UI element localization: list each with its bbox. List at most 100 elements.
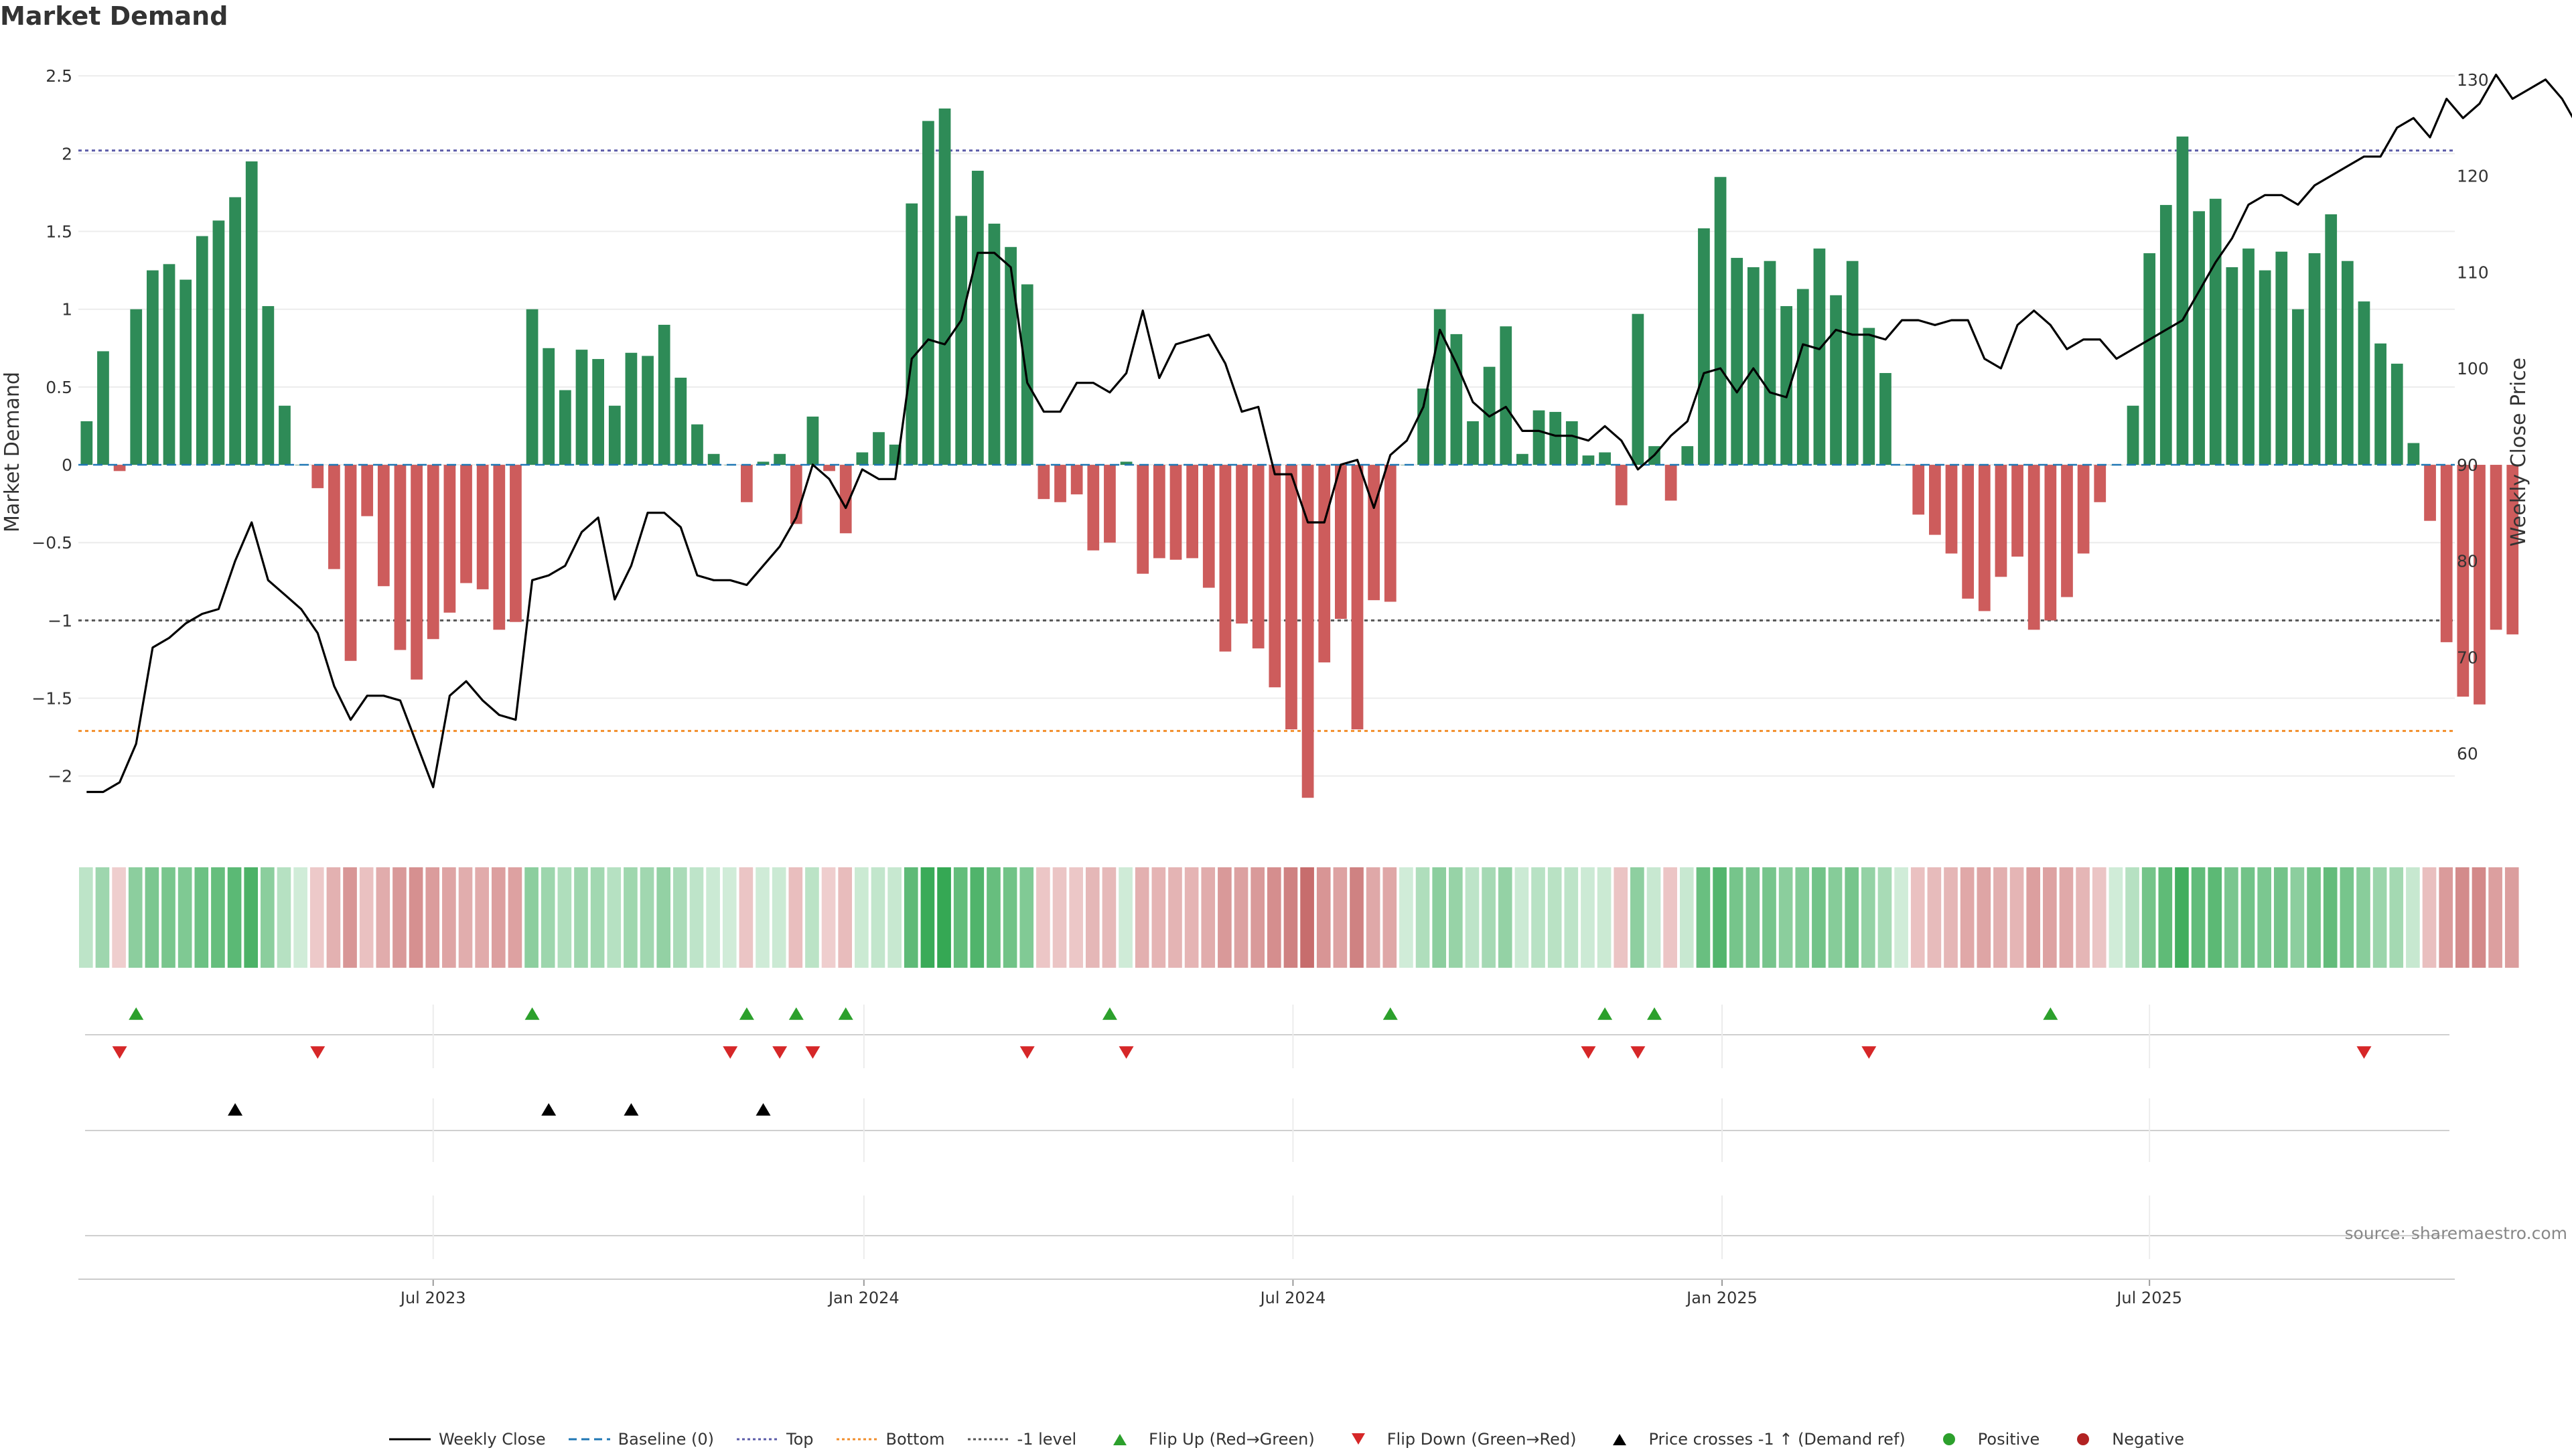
y-tick-label: 2 bbox=[62, 144, 72, 163]
demand-bar bbox=[180, 279, 192, 465]
heat-cell bbox=[2240, 867, 2255, 968]
y-axis-right: 60 70 80 90 100 110 120 130 Weekly Close Price bbox=[2457, 70, 2530, 763]
demand-bar bbox=[2209, 198, 2222, 465]
heat-cell bbox=[871, 867, 885, 968]
flip-up-marker bbox=[129, 1007, 144, 1020]
triangle-up-icon bbox=[1597, 1433, 1642, 1446]
flip-up-marker bbox=[838, 1007, 853, 1020]
heat-cell bbox=[409, 867, 423, 968]
dashed-line-icon bbox=[567, 1433, 612, 1446]
demand-bar bbox=[839, 465, 852, 534]
demand-bar bbox=[212, 220, 225, 465]
legend-label: Weekly Close bbox=[438, 1430, 546, 1449]
demand-bar bbox=[1384, 465, 1397, 602]
demand-bar bbox=[2506, 465, 2519, 635]
heat-cell bbox=[1465, 867, 1480, 968]
demand-bar bbox=[1285, 465, 1297, 729]
legend-label: Negative bbox=[2112, 1430, 2185, 1449]
flip-up-marker bbox=[1597, 1007, 1613, 1020]
heat-cell bbox=[953, 867, 968, 968]
heat-cell bbox=[1333, 867, 1348, 968]
demand-bar bbox=[443, 465, 456, 613]
demand-bar bbox=[1664, 465, 1677, 501]
heat-cell bbox=[491, 867, 506, 968]
demand-bar bbox=[1038, 465, 1050, 500]
heat-cell bbox=[855, 867, 869, 968]
demand-bar bbox=[1368, 465, 1380, 601]
demand-bar bbox=[1796, 289, 1809, 465]
demand-bar bbox=[2407, 443, 2420, 465]
heat-cell bbox=[904, 867, 918, 968]
heat-cell bbox=[1135, 867, 1149, 968]
demand-bar bbox=[2424, 465, 2436, 521]
demand-bar bbox=[1219, 465, 1232, 652]
heat-cell bbox=[1482, 867, 1496, 968]
heat-cell bbox=[1944, 867, 1958, 968]
heat-cell bbox=[1036, 867, 1050, 968]
heat-cell bbox=[1382, 867, 1397, 968]
heat-cell bbox=[838, 867, 853, 968]
legend-item-weekly_close: Weekly Close bbox=[388, 1430, 546, 1449]
heat-cell bbox=[1498, 867, 1512, 968]
heat-cell bbox=[2439, 867, 2453, 968]
flip-up-marker bbox=[524, 1007, 540, 1020]
legend-item-baseline: Baseline (0) bbox=[567, 1430, 714, 1449]
heat-cell bbox=[359, 867, 374, 968]
heat-cell bbox=[607, 867, 622, 968]
y-tick-label: −1.5 bbox=[31, 689, 72, 709]
demand-bar bbox=[1565, 421, 1578, 465]
x-tick-label: Jan 2024 bbox=[827, 1289, 900, 1307]
heat-cell bbox=[1184, 867, 1199, 968]
dotted-line-icon bbox=[967, 1433, 1011, 1446]
demand-bar bbox=[80, 421, 93, 465]
y-tick-label: 0 bbox=[62, 455, 72, 475]
heat-cell bbox=[1234, 867, 1248, 968]
demand-bar bbox=[2457, 465, 2470, 697]
demand-bar bbox=[1301, 465, 1314, 798]
dotted-line-icon bbox=[835, 1433, 879, 1446]
demand-bar bbox=[510, 465, 522, 622]
legend-label: Price crosses -1 ↑ (Demand ref) bbox=[1648, 1430, 1906, 1449]
heat-cell bbox=[1564, 867, 1579, 968]
x-tick-label: Jan 2025 bbox=[1685, 1289, 1758, 1307]
demand-bar bbox=[1978, 465, 1991, 611]
demand-bar bbox=[1714, 177, 1727, 465]
demand-bar bbox=[229, 197, 241, 465]
heat-cell bbox=[1168, 867, 1182, 968]
heat-cell bbox=[541, 867, 555, 968]
flip-down-marker bbox=[2356, 1046, 2372, 1059]
legend-item-flip_up: Flip Up (Red→Green) bbox=[1098, 1430, 1315, 1449]
demand-bar bbox=[394, 465, 407, 650]
heat-cell bbox=[261, 867, 275, 968]
demand-bar bbox=[163, 264, 175, 465]
heat-cell bbox=[458, 867, 473, 968]
demand-bar bbox=[559, 390, 571, 465]
heat-cell bbox=[161, 867, 175, 968]
price-cross-marker bbox=[541, 1103, 557, 1116]
heat-cell bbox=[1251, 867, 1265, 968]
heat-cell bbox=[2488, 867, 2502, 968]
demand-bar bbox=[344, 465, 357, 661]
demand-bar bbox=[2094, 465, 2106, 502]
y-tick-label: −2 bbox=[48, 767, 72, 786]
heat-cell bbox=[1663, 867, 1677, 968]
heat-cell bbox=[244, 867, 259, 968]
demand-bar bbox=[427, 465, 439, 640]
demand-bar bbox=[2358, 301, 2370, 465]
heat-cell bbox=[442, 867, 456, 968]
demand-bar bbox=[1087, 465, 1100, 551]
heat-cell bbox=[1399, 867, 1413, 968]
heat-cell bbox=[590, 867, 605, 968]
demand-bar bbox=[196, 236, 208, 465]
demand-bar bbox=[1995, 465, 2007, 577]
heat-cell bbox=[508, 867, 522, 968]
demand-bars bbox=[78, 108, 2519, 798]
heat-cell bbox=[1745, 867, 1760, 968]
legend-label: Bottom bbox=[885, 1430, 945, 1449]
y-tick-label: −0.5 bbox=[31, 533, 72, 553]
heat-cell bbox=[1102, 867, 1117, 968]
x-axis: Jul 2023 Jan 2024 Jul 2024 Jan 2025 Jul 2025 bbox=[78, 1005, 2455, 1307]
heat-cell bbox=[227, 867, 242, 968]
y2-tick-label: 70 bbox=[2457, 648, 2478, 667]
demand-bar bbox=[377, 465, 390, 587]
